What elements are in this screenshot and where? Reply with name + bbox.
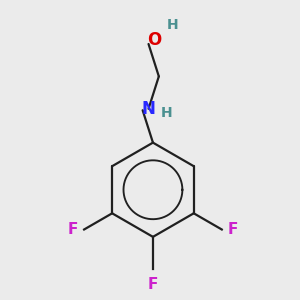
Text: O: O [147, 31, 161, 49]
Text: F: F [228, 222, 238, 237]
Text: F: F [148, 277, 158, 292]
Text: N: N [142, 100, 155, 118]
Text: H: H [166, 18, 178, 32]
Text: H: H [160, 106, 172, 120]
Text: F: F [68, 222, 78, 237]
